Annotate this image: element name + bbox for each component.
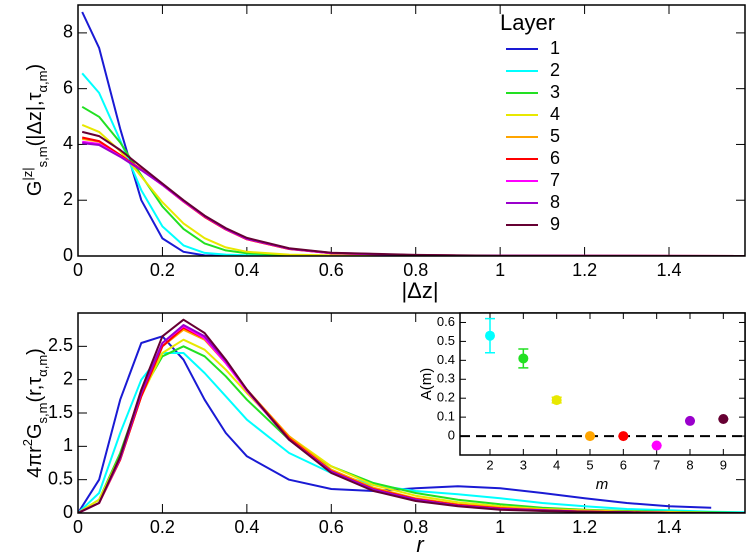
series-line [78,335,712,513]
y-tick-label: 2.5 [48,335,73,355]
x-tick-label: 2 [486,457,493,472]
y-tick-label: 1 [63,435,73,455]
y-axis-label-part: G [24,423,46,439]
x-tick-label: 0.8 [403,260,428,280]
x-tick-label: 1.4 [656,517,681,537]
point [718,414,729,425]
legend-label: 1 [550,38,560,58]
x-tick-label: 0.4 [234,517,259,537]
legend-label: 2 [550,60,560,80]
y-axis-label-part: s,m [35,146,50,167]
legend-label: 4 [550,104,560,124]
x-tick-label: 1.4 [656,260,681,280]
series-line [81,130,745,256]
plot-area [460,313,745,455]
x-tick-label: 4 [553,457,560,472]
y-tick-label: 0.5 [437,333,455,348]
y-axis-label-part: G [24,181,46,197]
frame [459,312,746,456]
y-tick-label: 0.2 [437,390,455,405]
x-axis-label: |Δz| [401,278,438,303]
y-axis-label-part: (r,τ [24,377,46,403]
x-tick-label: 3 [520,457,527,472]
x-tick-label: 0.6 [319,260,344,280]
x-tick-label: 0.8 [403,517,428,537]
y-axis-label-part: α,m [35,355,50,377]
y-axis-label-part: 2 [20,439,35,446]
y-tick-label: 0.3 [437,371,455,386]
y-tick-label: 0.1 [437,409,455,424]
point [518,353,529,364]
x-tick-label: 5 [586,457,593,472]
x-tick-label: 0 [73,517,83,537]
x-tick-label: 7 [653,457,660,472]
x-tick-label: 0.2 [150,260,175,280]
x-axis-label: r [416,532,425,557]
panel: 2 3 4 5 6 7 8 9 0 0.1 0.2 0.3 0.4 0.5 0.6 m A(m) [418,312,746,493]
x-axis-label: m [596,476,609,493]
marks [460,317,745,451]
x-tick-label: 0.6 [319,517,344,537]
y-tick-label: 0 [63,245,73,265]
x-tick-label: 1.2 [572,517,597,537]
y-tick-label: 0.6 [437,314,455,329]
frame [77,4,746,257]
y-tick-label: 8 [63,22,73,42]
legend-label: 9 [550,214,560,234]
y-axis-label-part: |z| [20,167,35,180]
y-tick-label: 2 [63,189,73,209]
y-axis-label-part: s,m [35,402,50,423]
x-tick-label: 6 [620,457,627,472]
y-tick-label: 0.5 [48,468,73,488]
x-tick-label: 8 [686,457,693,472]
x-tick-label: 1 [495,517,505,537]
y-tick-label: 6 [63,77,73,97]
y-axis-label-part: A(m) [418,368,435,401]
x-tick-label: 1.2 [572,260,597,280]
legend-label: 6 [550,148,560,168]
y-tick-label: 0 [448,428,455,443]
y-tick-label: 0.4 [437,352,455,367]
y-tick-label: 4 [63,133,73,153]
x-tick-label: 9 [720,457,727,472]
point [551,395,562,406]
x-tick-label: 1 [495,260,505,280]
y-tick-label: 1.5 [48,402,73,422]
y-axis-label-part: ) [24,64,46,71]
point [651,440,662,451]
x-tick-label: 0 [73,260,83,280]
point [618,431,629,442]
series-line [78,318,745,513]
marks [78,318,745,513]
legend-label: 5 [550,126,560,146]
y-axis-label-part: ) [24,348,46,355]
x-tick-label: 0.4 [234,260,259,280]
y-tick-label: 2 [63,368,73,388]
point [485,330,495,341]
y-axis-label: 4πr2Gs,m(r,τα,m) [20,348,50,478]
legend-title: Layer [500,10,555,35]
y-axis-label: A(m) [418,368,435,401]
panel: 0 0.2 0.4 0.6 0.8 1 1.2 1.4 0 2 4 6 8 |Δz| G|z|s,m(|Δz… [20,4,746,303]
y-axis-label: G|z|s,m(|Δz|,τα,m) [20,64,50,196]
y-tick-label: 0 [63,502,73,522]
x-tick-label: 0.2 [150,517,175,537]
legend-label: 8 [550,192,560,212]
plot-area [78,5,745,256]
legend-label: 7 [550,170,560,190]
legend-label: 3 [550,82,560,102]
y-axis-label-part: 4πr [24,446,46,478]
y-axis-label-part: (|Δz|,τ [24,92,46,146]
y-axis-label-part: α,m [35,71,50,93]
point [585,431,595,442]
point [685,415,695,426]
